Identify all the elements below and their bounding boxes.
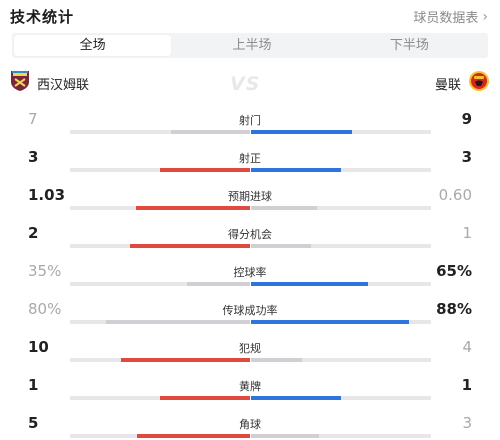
- home-bar: [130, 244, 250, 248]
- stat-label: 射门: [239, 114, 261, 127]
- home-bar-track: [70, 396, 250, 400]
- stat-label: 黄牌: [239, 380, 261, 393]
- stat-row-pass-accuracy: 80% 传球成功率 88%: [0, 300, 500, 330]
- away-bar-track: [251, 358, 431, 362]
- away-bar-track: [251, 206, 431, 210]
- stat-label: 射正: [239, 152, 261, 165]
- stat-row-fouls: 10 犯规 4: [0, 338, 500, 368]
- stat-row-corners: 5 角球 3: [0, 414, 500, 440]
- home-team-name: 西汉姆联: [37, 77, 90, 93]
- home-value: 1.03: [28, 186, 66, 204]
- away-bar-track: [251, 320, 431, 324]
- away-bar: [251, 282, 368, 286]
- man-utd-crest-icon: [468, 70, 490, 96]
- home-value: 1: [28, 376, 39, 394]
- away-bar: [251, 244, 311, 248]
- home-bar: [171, 130, 250, 134]
- away-bar: [251, 206, 317, 210]
- away-bar-track: [251, 244, 431, 248]
- stat-row-expected-goals: 1.03 预期进球 0.60: [0, 186, 500, 216]
- stats-header: 技术统计 球员数据表 ›: [10, 4, 490, 28]
- home-value: 80%: [28, 300, 62, 318]
- section-title: 技术统计: [10, 8, 75, 26]
- home-bar: [106, 320, 250, 324]
- home-bar: [187, 282, 250, 286]
- home-value: 10: [28, 338, 49, 356]
- home-bar-track: [70, 282, 250, 286]
- away-bar-track: [251, 282, 431, 286]
- away-bar: [251, 358, 302, 362]
- away-value: 88%: [436, 300, 472, 318]
- away-bar: [251, 396, 341, 400]
- away-value: 3: [461, 148, 472, 166]
- home-value: 7: [28, 110, 38, 128]
- stat-row-shots: 7 射门 9: [0, 110, 500, 140]
- away-value: 3: [462, 414, 472, 432]
- home-bar: [160, 168, 250, 172]
- away-value: 1: [462, 224, 472, 242]
- tab-second-half[interactable]: 下半场: [389, 38, 429, 53]
- stat-label: 传球成功率: [222, 304, 278, 317]
- home-bar-track: [70, 206, 250, 210]
- home-bar-track: [70, 320, 250, 324]
- stat-row-chances: 2 得分机会 1: [0, 224, 500, 254]
- away-value: 1: [461, 376, 472, 394]
- home-value: 2: [28, 224, 39, 242]
- stat-row-possession: 35% 控球率 65%: [0, 262, 500, 292]
- away-bar-track: [251, 168, 431, 172]
- away-team-name: 曼联: [434, 77, 461, 93]
- away-bar: [251, 168, 341, 172]
- away-value: 0.60: [438, 186, 472, 204]
- stat-row-yellow-cards: 1 黄牌 1: [0, 376, 500, 406]
- vs-mark: VS: [230, 73, 261, 95]
- home-bar: [136, 206, 250, 210]
- home-bar-track: [70, 168, 250, 172]
- tab-first-half[interactable]: 上半场: [232, 38, 272, 53]
- home-bar: [137, 434, 250, 438]
- home-value: 35%: [28, 262, 62, 280]
- home-bar-track: [70, 358, 250, 362]
- away-bar: [251, 320, 409, 324]
- stat-label: 控球率: [233, 266, 267, 279]
- west-ham-crest-icon: [10, 70, 30, 96]
- stat-label: 得分机会: [228, 228, 272, 241]
- home-value: 3: [28, 148, 39, 166]
- away-value: 65%: [436, 262, 472, 280]
- home-bar-track: [70, 130, 250, 134]
- away-bar: [251, 434, 319, 438]
- period-tabs: 全场 上半场 下半场: [12, 33, 488, 58]
- home-value: 5: [28, 414, 39, 432]
- away-bar-track: [251, 396, 431, 400]
- away-bar: [251, 130, 352, 134]
- away-team[interactable]: 曼联: [435, 71, 490, 95]
- stat-label: 角球: [239, 418, 261, 431]
- home-bar: [160, 396, 250, 400]
- away-bar-track: [251, 130, 431, 134]
- away-bar-track: [251, 434, 431, 438]
- home-bar-track: [70, 434, 250, 438]
- home-team[interactable]: 西汉姆联: [10, 71, 89, 95]
- home-bar-track: [70, 244, 250, 248]
- chevron-right-icon: ›: [482, 8, 488, 25]
- home-bar: [121, 358, 250, 362]
- player-stats-link[interactable]: 球员数据表 ›: [413, 7, 488, 27]
- away-value: 9: [461, 110, 472, 128]
- stat-label: 犯规: [239, 342, 261, 355]
- player-stats-link-label: 球员数据表: [413, 11, 479, 26]
- stat-row-shots-on-target: 3 射正 3: [0, 148, 500, 178]
- tab-full-match[interactable]: 全场: [14, 35, 172, 56]
- away-value: 4: [462, 338, 472, 356]
- stat-label: 预期进球: [228, 190, 272, 203]
